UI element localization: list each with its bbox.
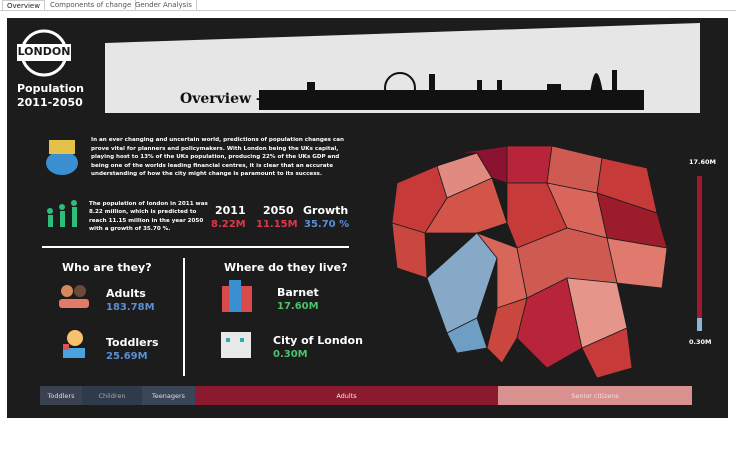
- item-label: Adults: [106, 287, 146, 300]
- item-label: City of London: [273, 334, 363, 347]
- logo-band: [17, 44, 71, 61]
- tab[interactable]: Overview: [2, 0, 45, 11]
- title: 2011-2050: [17, 96, 83, 109]
- age-label: Adults: [336, 392, 357, 400]
- tab-rule: [0, 10, 736, 11]
- age-segment[interactable]: [195, 386, 498, 405]
- age-label: Children: [98, 392, 126, 400]
- age-label: Senior citizens: [571, 392, 619, 400]
- item-value: 25.69M: [106, 351, 148, 362]
- summary: The population of london in 2011 was 8.2…: [89, 201, 208, 233]
- section-title: Who are they?: [62, 261, 152, 274]
- stat-value: 8.22M: [211, 219, 246, 230]
- age-segment[interactable]: [498, 386, 692, 405]
- legend-ramp: [697, 176, 702, 331]
- icons: [46, 140, 252, 358]
- item-label: Toddlers: [106, 336, 159, 349]
- tab[interactable]: Gender Analysis: [131, 0, 197, 10]
- intro: In an ever changing and uncertain world,…: [91, 137, 344, 178]
- title: Population: [17, 82, 84, 95]
- item-value: 183.78M: [106, 302, 155, 313]
- section-title: Where do they live?: [224, 261, 348, 274]
- stat-label: 2050: [263, 204, 294, 217]
- age-segment[interactable]: [82, 386, 142, 405]
- tab[interactable]: Components of change: [46, 0, 137, 10]
- graphics: [17, 23, 702, 405]
- stat-value: 11.15M: [256, 219, 298, 230]
- dashboard: LONDON Population 2011-2050 Overview - I…: [7, 18, 728, 418]
- item-value: 0.30M: [273, 349, 308, 360]
- stat-label: Growth: [303, 204, 349, 217]
- stat-label: 2011: [215, 204, 246, 217]
- age-segment[interactable]: [142, 386, 195, 405]
- legend-ramp-low: [697, 318, 702, 331]
- logo-text: LONDON: [17, 45, 71, 58]
- skyline: [259, 70, 644, 110]
- item-value: 17.60M: [277, 301, 319, 312]
- map[interactable]: [391, 145, 668, 379]
- age-label: Toddlers: [47, 392, 75, 400]
- stat-value: 35.70 %: [304, 219, 350, 230]
- banner-text: Overview -: [180, 91, 262, 107]
- item-label: Barnet: [277, 286, 319, 299]
- legend-min: 0.30M: [689, 338, 712, 346]
- age-label: Teenagers: [151, 392, 186, 400]
- age-segment[interactable]: [40, 386, 82, 405]
- legend-max: 17.60M: [689, 158, 717, 166]
